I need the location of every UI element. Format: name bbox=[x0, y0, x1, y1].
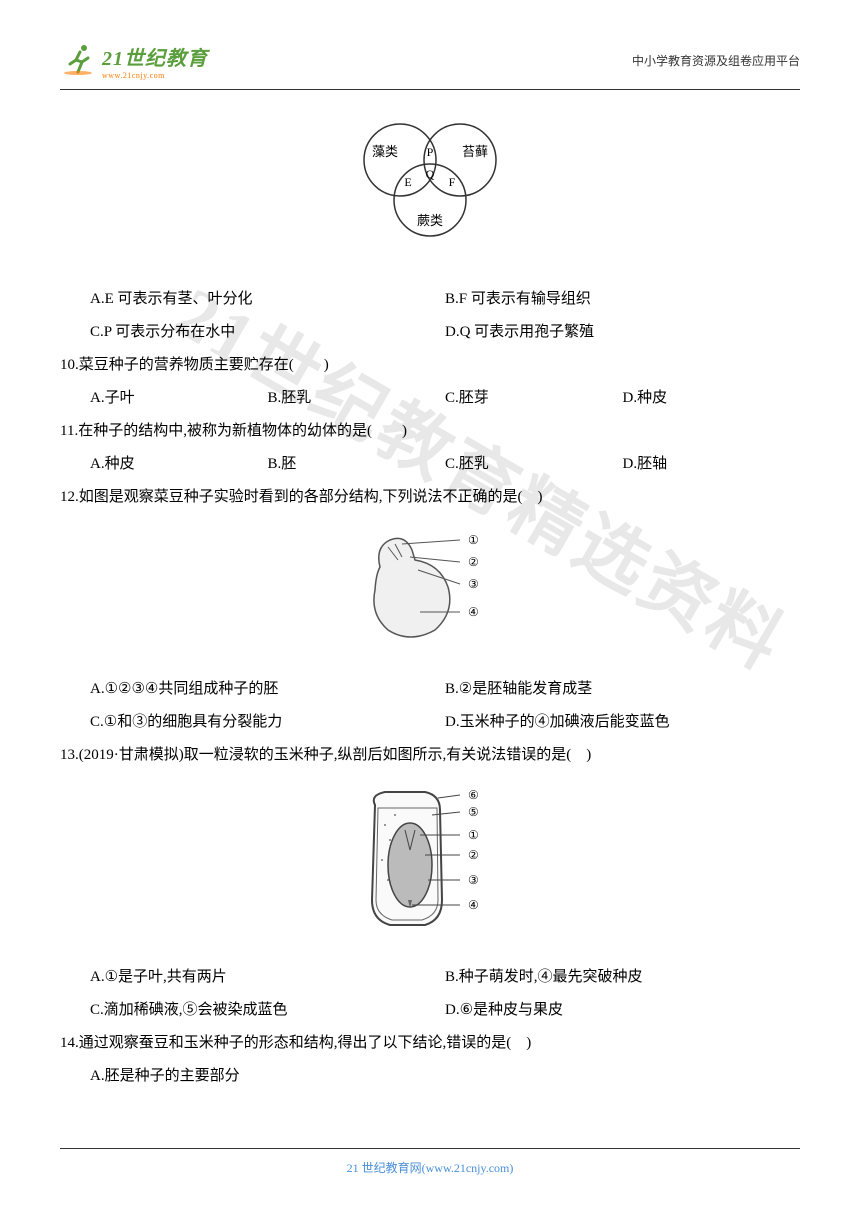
q9-option-d: D.Q 可表示用孢子繁殖 bbox=[445, 316, 800, 349]
venn-diagram: 藻类 苔藓 蕨类 P Q E F bbox=[60, 110, 800, 263]
venn-label-bottom: 蕨类 bbox=[417, 213, 443, 228]
q12-label-1: ① bbox=[468, 533, 479, 547]
q12-option-b: B.②是胚轴能发育成茎 bbox=[445, 673, 800, 706]
q9-row1: A.E 可表示有茎、叶分化 B.F 可表示有输导组织 bbox=[90, 283, 800, 316]
q10-option-d: D.种皮 bbox=[623, 382, 801, 415]
q9-row2: C.P 可表示分布在水中 D.Q 可表示用孢子繁殖 bbox=[90, 316, 800, 349]
page-header: 21世纪教育 www.21cnjy.com 中小学教育资源及组卷应用平台 bbox=[60, 40, 800, 90]
q10-option-c: C.胚芽 bbox=[445, 382, 623, 415]
q13-stem: 13.(2019·甘肃模拟)取一粒浸软的玉米种子,纵剖后如图所示,有关说法错误的… bbox=[60, 739, 800, 772]
logo-sub-text: www.21cnjy.com bbox=[102, 71, 208, 80]
q12-option-a: A.①②③④共同组成种子的胚 bbox=[90, 673, 445, 706]
q14-stem: 14.通过观察蚕豆和玉米种子的形态和结构,得出了以下结论,错误的是( ) bbox=[60, 1027, 800, 1060]
content-area: 藻类 苔藓 蕨类 P Q E F A.E 可表示有茎、叶分化 B.F 可表示有输… bbox=[60, 110, 800, 1093]
q11-option-c: C.胚乳 bbox=[445, 448, 623, 481]
q13-label-5: ⑤ bbox=[468, 805, 479, 819]
q12-label-2: ② bbox=[468, 555, 479, 569]
venn-q: Q bbox=[426, 167, 435, 181]
q13-row1: A.①是子叶,共有两片 B.种子萌发时,④最先突破种皮 bbox=[90, 961, 800, 994]
q10-stem: 10.菜豆种子的营养物质主要贮存在( ) bbox=[60, 349, 800, 382]
logo-main-text: 21世纪教育 bbox=[102, 42, 208, 71]
q10-options: A.子叶 B.胚乳 C.胚芽 D.种皮 bbox=[90, 382, 800, 415]
q13-option-c: C.滴加稀碘液,⑤会被染成蓝色 bbox=[90, 994, 445, 1027]
logo-runner-icon bbox=[60, 40, 96, 81]
q10-option-a: A.子叶 bbox=[90, 382, 268, 415]
venn-f: F bbox=[449, 175, 456, 189]
q13-label-6: ⑥ bbox=[468, 788, 479, 802]
q11-option-d: D.胚轴 bbox=[623, 448, 801, 481]
venn-e: E bbox=[404, 175, 411, 189]
q11-options: A.种皮 B.胚 C.胚乳 D.胚轴 bbox=[90, 448, 800, 481]
page-footer: 21 世纪教育网(www.21cnjy.com) bbox=[60, 1148, 800, 1176]
q12-row1: A.①②③④共同组成种子的胚 B.②是胚轴能发育成茎 bbox=[90, 673, 800, 706]
q13-label-1: ① bbox=[468, 828, 479, 842]
q12-label-4: ④ bbox=[468, 605, 479, 619]
q13-figure: ⑥ ⑤ ① ② ③ ④ bbox=[60, 780, 800, 953]
q11-option-a: A.种皮 bbox=[90, 448, 268, 481]
q12-stem: 12.如图是观察菜豆种子实验时看到的各部分结构,下列说法不正确的是( ) bbox=[60, 481, 800, 514]
q9-option-a: A.E 可表示有茎、叶分化 bbox=[90, 283, 445, 316]
q11-stem: 11.在种子的结构中,被称为新植物体的幼体的是( ) bbox=[60, 415, 800, 448]
logo: 21世纪教育 www.21cnjy.com bbox=[60, 40, 208, 81]
q12-row2: C.①和③的细胞具有分裂能力 D.玉米种子的④加碘液后能变蓝色 bbox=[90, 706, 800, 739]
q12-option-d: D.玉米种子的④加碘液后能变蓝色 bbox=[445, 706, 800, 739]
q9-option-c: C.P 可表示分布在水中 bbox=[90, 316, 445, 349]
venn-label-topleft: 藻类 bbox=[372, 144, 398, 159]
venn-p: P bbox=[427, 145, 434, 159]
q10-option-b: B.胚乳 bbox=[268, 382, 446, 415]
q14-option-a: A.胚是种子的主要部分 bbox=[90, 1060, 800, 1093]
footer-text: 21 世纪教育网(www.21cnjy.com) bbox=[347, 1161, 514, 1175]
q13-option-b: B.种子萌发时,④最先突破种皮 bbox=[445, 961, 800, 994]
q12-figure: ① ② ③ ④ bbox=[60, 522, 800, 665]
q13-option-d: D.⑥是种皮与果皮 bbox=[445, 994, 800, 1027]
venn-label-topright: 苔藓 bbox=[462, 144, 488, 159]
q13-row2: C.滴加稀碘液,⑤会被染成蓝色 D.⑥是种皮与果皮 bbox=[90, 994, 800, 1027]
q11-option-b: B.胚 bbox=[268, 448, 446, 481]
q13-label-3: ③ bbox=[468, 873, 479, 887]
q12-option-c: C.①和③的细胞具有分裂能力 bbox=[90, 706, 445, 739]
q13-option-a: A.①是子叶,共有两片 bbox=[90, 961, 445, 994]
header-right-text: 中小学教育资源及组卷应用平台 bbox=[632, 52, 800, 69]
q12-label-3: ③ bbox=[468, 577, 479, 591]
q13-label-4: ④ bbox=[468, 898, 479, 912]
q9-option-b: B.F 可表示有输导组织 bbox=[445, 283, 800, 316]
q13-label-2: ② bbox=[468, 848, 479, 862]
